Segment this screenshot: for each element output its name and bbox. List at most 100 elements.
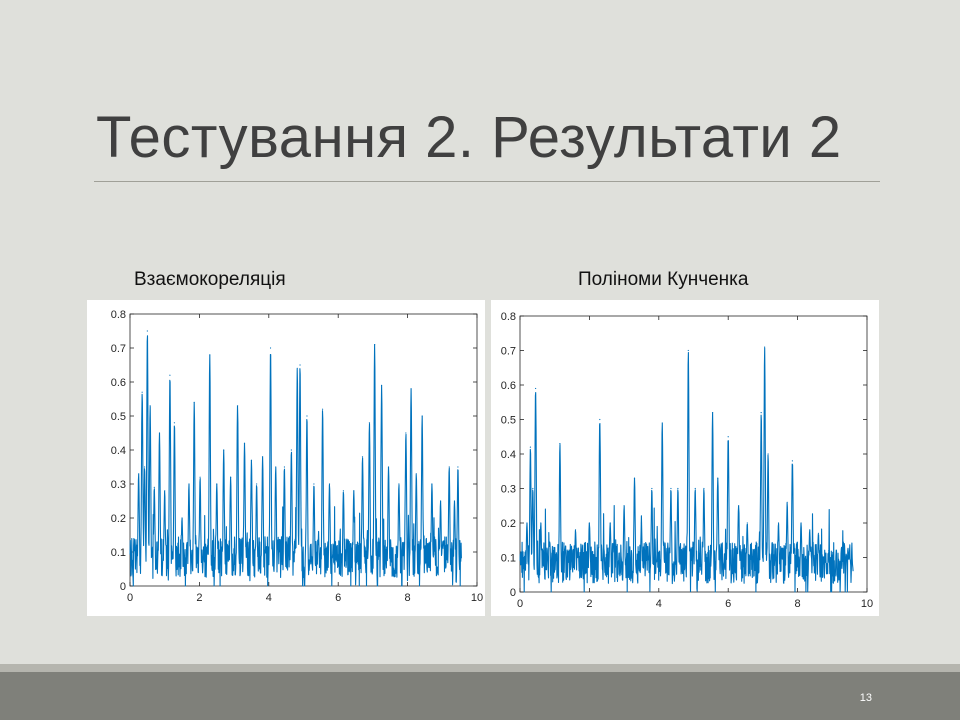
peak-point bbox=[216, 483, 218, 485]
x-tick-label: 4 bbox=[656, 598, 662, 610]
peak-point bbox=[387, 466, 390, 468]
peak-point bbox=[738, 505, 740, 507]
peak-point bbox=[746, 522, 748, 524]
peak-point bbox=[193, 401, 195, 403]
peak-point bbox=[457, 466, 459, 468]
peak-point bbox=[256, 483, 258, 485]
peak-point bbox=[230, 476, 232, 478]
peak-point bbox=[209, 354, 211, 356]
chart-caption-kunchenko-polynomials: Поліноми Кунченка bbox=[578, 269, 749, 290]
peak-point bbox=[313, 483, 315, 485]
x-tick-label: 6 bbox=[725, 598, 731, 610]
peak-point bbox=[299, 364, 301, 366]
y-tick-label: 0.4 bbox=[501, 449, 516, 461]
peak-point bbox=[529, 446, 532, 448]
x-tick-label: 6 bbox=[335, 592, 341, 604]
y-tick-label: 0.8 bbox=[501, 311, 516, 323]
peak-point bbox=[290, 449, 292, 451]
peak-point bbox=[786, 501, 788, 503]
y-tick-label: 0.6 bbox=[501, 380, 516, 392]
peak-point bbox=[439, 500, 442, 502]
peak-point bbox=[727, 436, 729, 438]
peak-point bbox=[687, 349, 689, 352]
chart-panel-cross-correlation: 0 0.1 0.2 0.3 0.4 0.5 0.6 0.7 0.8 0 2 4 6 8 10 bbox=[87, 300, 485, 616]
slide-title: Тестування 2. Результати 2 bbox=[96, 105, 842, 170]
peak-point bbox=[777, 522, 780, 524]
peak-point bbox=[261, 456, 264, 458]
peak-point bbox=[141, 391, 143, 393]
peak-point bbox=[677, 487, 679, 490]
peak-point bbox=[164, 490, 166, 492]
peak-point bbox=[250, 459, 253, 461]
peak-point bbox=[146, 330, 148, 332]
x-tick-label: 8 bbox=[405, 592, 411, 604]
y-tick-label: 0.5 bbox=[501, 415, 516, 427]
x-tick-label: 10 bbox=[471, 592, 483, 604]
peak-point bbox=[767, 453, 769, 455]
peak-point bbox=[574, 529, 577, 531]
peak-point bbox=[296, 367, 298, 369]
peak-point bbox=[405, 432, 407, 434]
peak-point bbox=[321, 408, 324, 410]
x-tick-label: 4 bbox=[266, 592, 272, 604]
kunchenko-polynomials-chart: 0 0.1 0.2 0.3 0.4 0.5 0.6 0.7 0.8 0 2 4 6 8 10 bbox=[501, 311, 873, 610]
peak-point bbox=[842, 556, 844, 559]
peak-point bbox=[588, 522, 590, 524]
peak-point bbox=[283, 466, 286, 468]
peak-point bbox=[609, 522, 611, 524]
y-tick-label: 0.7 bbox=[501, 346, 516, 358]
slide-number: 13 bbox=[859, 692, 872, 704]
y-tick-label: 0.1 bbox=[501, 553, 516, 565]
peak-point bbox=[640, 522, 643, 524]
y-tick-label: 0.2 bbox=[111, 513, 126, 525]
chart-caption-cross-correlation: Взаємокореляція bbox=[134, 269, 286, 290]
peak-point bbox=[374, 344, 376, 346]
peak-point bbox=[828, 550, 830, 552]
peak-point bbox=[415, 473, 417, 475]
peak-point bbox=[623, 505, 625, 507]
peak-point bbox=[368, 422, 371, 424]
peak-point bbox=[453, 500, 456, 502]
title-divider bbox=[94, 181, 880, 182]
peak-point bbox=[694, 487, 696, 490]
peak-point bbox=[306, 415, 308, 417]
y-tick-label: 0 bbox=[120, 581, 126, 593]
peak-point bbox=[138, 473, 140, 475]
series-line bbox=[129, 335, 462, 587]
peak-point bbox=[809, 529, 811, 531]
peak-point bbox=[526, 522, 528, 524]
peak-point bbox=[431, 483, 433, 485]
peak-point bbox=[703, 487, 705, 490]
peak-point bbox=[380, 384, 383, 386]
peak-point bbox=[153, 486, 155, 488]
peak-point bbox=[398, 483, 400, 485]
y-tick-label: 0.6 bbox=[111, 377, 126, 389]
peak-point bbox=[559, 443, 561, 445]
x-tick-label: 8 bbox=[795, 598, 801, 610]
peak-point bbox=[361, 456, 364, 458]
peak-point bbox=[651, 487, 653, 490]
plot-frame bbox=[129, 313, 478, 587]
footer-bar: 13 bbox=[0, 672, 960, 720]
peak-point bbox=[342, 490, 345, 492]
y-tick-label: 0.5 bbox=[111, 411, 126, 423]
peak-point bbox=[791, 460, 793, 462]
y-tick-label: 0 bbox=[510, 587, 516, 599]
peak-point bbox=[143, 466, 146, 468]
peak-point bbox=[599, 418, 601, 421]
x-tick-label: 10 bbox=[861, 598, 873, 610]
peak-point bbox=[328, 483, 331, 485]
peak-point bbox=[188, 483, 190, 485]
x-tick-label: 0 bbox=[127, 592, 133, 604]
peak-point bbox=[169, 374, 171, 376]
peak-point bbox=[670, 487, 672, 490]
footer-accent-band bbox=[0, 664, 960, 672]
peak-point bbox=[800, 522, 802, 524]
peak-point bbox=[269, 347, 272, 349]
peak-point bbox=[243, 442, 246, 444]
peak-point bbox=[275, 466, 277, 468]
peak-point bbox=[633, 477, 636, 479]
x-tick-label: 0 bbox=[517, 598, 523, 610]
peak-point bbox=[421, 415, 423, 417]
peak-point bbox=[760, 412, 762, 414]
